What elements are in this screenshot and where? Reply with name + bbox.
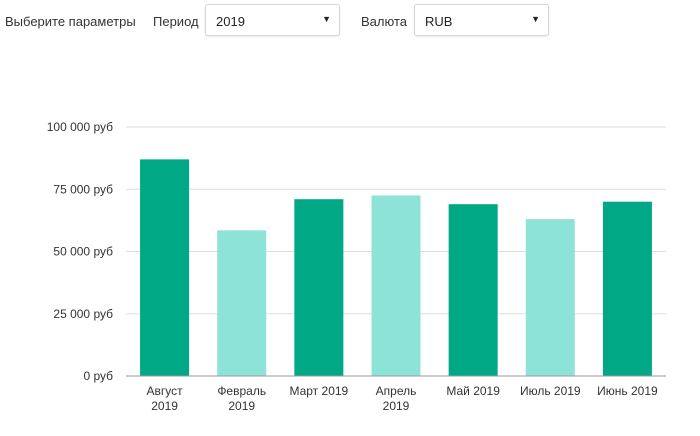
x-tick-label: Февраль 2019 [217,384,266,413]
chevron-down-icon: ▼ [531,14,540,24]
x-tick-label-line: Май 2019 [446,384,500,398]
chart-bars [140,159,652,376]
x-tick-label-line: Август [147,384,184,398]
y-axis-tick-labels: 0 руб 25 000 руб 50 000 руб 75 000 руб 100 0… [47,120,113,383]
x-tick-label: Март 2019 [289,384,348,398]
period-select-value: 2019 [216,14,245,29]
bar[interactable] [525,219,575,376]
params-label: Выберите параметры [5,14,136,29]
filter-bar: Выберите параметры Период 2019 ▼ Валюта … [0,0,700,40]
bar[interactable] [602,201,652,376]
y-tick-label: 25 000 руб [53,307,113,321]
x-tick-label: Август 2019 [147,384,184,413]
currency-label: Валюта [361,14,407,29]
x-tick-label-line: Июнь 2019 [597,384,658,398]
period-label: Период [153,14,199,29]
x-tick-label-line: Июль 2019 [520,384,581,398]
y-tick-label: 100 000 руб [47,120,113,134]
bar[interactable] [294,199,344,376]
currency-select[interactable]: RUB ▼ [414,4,549,36]
x-tick-label-line: 2019 [151,399,178,413]
x-tick-label-line: Март 2019 [289,384,348,398]
y-tick-label: 75 000 руб [53,182,113,196]
period-select[interactable]: 2019 ▼ [205,4,340,36]
x-tick-label: Май 2019 [446,384,500,398]
y-tick-label: 50 000 руб [53,245,113,259]
x-tick-label: Апрель 2019 [376,384,417,413]
x-tick-label-line: Февраль [217,384,266,398]
bar[interactable] [217,230,267,376]
bar[interactable] [140,159,190,376]
currency-select-value: RUB [425,14,453,29]
x-tick-label-line: 2019 [383,399,410,413]
bar[interactable] [371,195,421,376]
bar[interactable] [448,204,498,376]
x-tick-label: Июнь 2019 [597,384,658,398]
x-tick-label-line: 2019 [228,399,255,413]
chevron-down-icon: ▼ [322,14,331,24]
x-tick-label-line: Апрель [376,384,417,398]
x-tick-label: Июль 2019 [520,384,581,398]
y-tick-label: 0 руб [83,369,113,383]
